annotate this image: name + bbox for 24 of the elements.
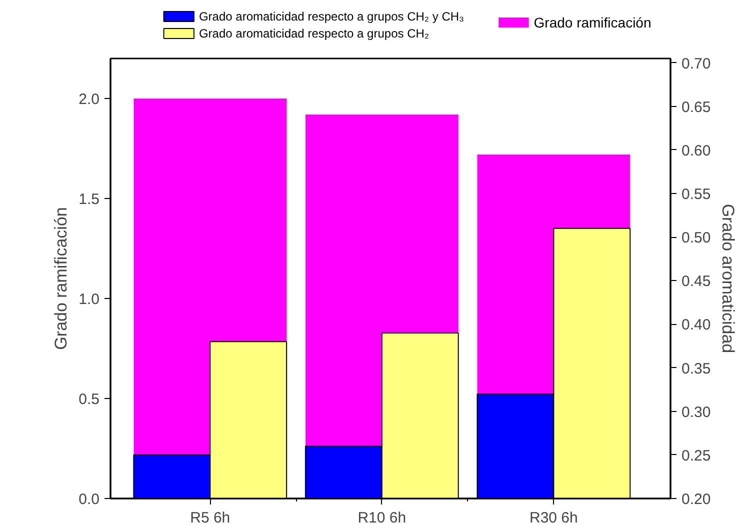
y2-tick-label: 0.65: [682, 98, 711, 116]
legend-label: Grado aromaticidad respecto a grupos CH₂: [198, 26, 430, 40]
y-tick-label: 0.5: [78, 391, 100, 408]
y2-tick-label: 0.50: [682, 230, 711, 247]
x-tick-label: R30 6h: [530, 510, 578, 526]
x-tick-label: R5 6h: [190, 510, 230, 526]
y-tick-label: 2.0: [78, 91, 100, 108]
y-tick-label: 0.0: [78, 491, 100, 508]
y-tick-label: 1.0: [78, 291, 100, 308]
legend-label: Grado aromaticidad respecto a grupos CH₂ y CH₃: [198, 10, 464, 24]
y2-tick-label: 0.45: [682, 273, 711, 290]
legend-label: Grado ramificación: [534, 14, 652, 30]
y2-tick-label: 0.20: [682, 491, 711, 508]
y2-axis-title: Grado aromaticidad: [718, 204, 738, 354]
y-tick-label: 1.5: [78, 191, 100, 208]
y2-tick-label: 0.30: [682, 404, 711, 421]
y-axis-title: Grado ramificación: [52, 207, 71, 350]
y2-tick-label: 0.35: [682, 360, 711, 378]
y2-tick-label: 0.40: [682, 316, 711, 334]
x-tick-label: R10 6h: [358, 510, 406, 526]
y2-tick-label: 0.55: [682, 186, 711, 204]
y2-tick-label: 0.60: [682, 142, 711, 160]
y2-tick-label: 0.70: [682, 55, 711, 72]
y2-tick-label: 0.25: [682, 447, 711, 464]
